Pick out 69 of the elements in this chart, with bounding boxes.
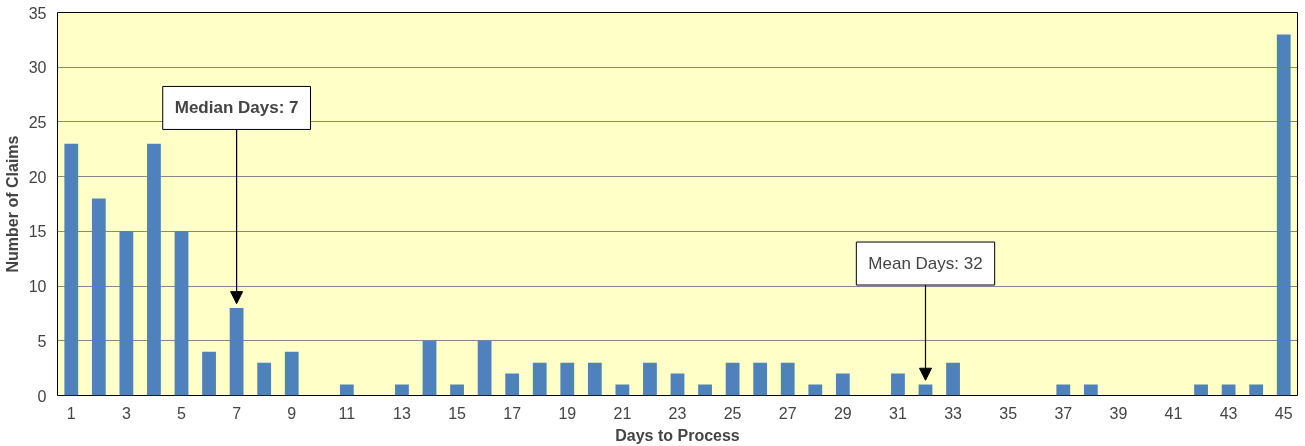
x-tick-label: 21 (613, 404, 632, 422)
y-axis-title: Number of Claims (3, 135, 21, 273)
bar (119, 231, 134, 396)
y-tick-label: 20 (28, 168, 47, 186)
bar (808, 384, 823, 396)
bar (257, 362, 272, 396)
bar (202, 351, 216, 396)
bar (946, 362, 960, 396)
bar (753, 362, 768, 396)
x-tick-label: 29 (833, 404, 852, 422)
bar (422, 340, 437, 396)
x-tick-label: 9 (287, 404, 297, 422)
x-tick-label: 31 (889, 404, 907, 422)
bar (587, 362, 602, 396)
bar (1221, 384, 1236, 396)
bar (1056, 384, 1071, 396)
bar (1194, 384, 1208, 396)
bar (229, 307, 244, 396)
x-tick-label: 17 (503, 404, 522, 422)
bar (147, 143, 161, 396)
x-tick-label: 5 (177, 404, 187, 422)
y-tick-label: 15 (28, 223, 47, 241)
x-tick-label: 45 (1274, 404, 1293, 422)
bar (725, 362, 740, 396)
bar (1276, 34, 1291, 396)
bar (780, 362, 795, 396)
bar (560, 362, 575, 396)
x-tick-label: 39 (1109, 404, 1128, 422)
bar (670, 373, 685, 396)
x-tick-label: 37 (1054, 404, 1073, 422)
x-tick-label: 1 (66, 404, 76, 422)
x-tick-label: 3 (121, 404, 131, 422)
x-tick-label: 41 (1164, 404, 1183, 422)
bar (174, 231, 189, 396)
y-tick-label: 0 (37, 387, 47, 405)
x-tick-label: 15 (448, 404, 467, 422)
annotation: Median Days: 7 (174, 98, 299, 118)
x-tick-label: 13 (393, 404, 411, 422)
x-tick-label: 11 (338, 404, 356, 422)
y-tick-label: 10 (28, 278, 47, 296)
bar (698, 384, 712, 396)
x-tick-label: 27 (778, 404, 797, 422)
x-axis-title: Days to Process (615, 426, 740, 444)
x-tick-label: 43 (1219, 404, 1238, 422)
bar (1249, 384, 1264, 396)
bar (477, 340, 492, 396)
x-tick-label: 23 (668, 404, 687, 422)
annotation: Mean Days: 32 (868, 254, 983, 274)
bar (643, 362, 657, 396)
y-tick-label: 30 (28, 59, 47, 77)
bar (450, 384, 464, 396)
y-tick-label: 5 (37, 332, 47, 350)
x-tick-label: 7 (232, 404, 242, 422)
y-tick-label: 25 (28, 113, 47, 131)
bar (505, 373, 520, 396)
bar (835, 373, 850, 396)
y-tick-label: 35 (28, 4, 47, 22)
bar (339, 384, 354, 396)
bar (64, 143, 79, 396)
bar (1083, 384, 1098, 396)
x-tick-label: 19 (558, 404, 577, 422)
bar (532, 362, 547, 396)
bar (91, 198, 106, 396)
bar (395, 384, 409, 396)
x-tick-label: 35 (999, 404, 1018, 422)
x-tick-label: 33 (944, 404, 963, 422)
bar (284, 351, 299, 396)
bar (891, 373, 905, 396)
x-tick-label: 25 (723, 404, 742, 422)
